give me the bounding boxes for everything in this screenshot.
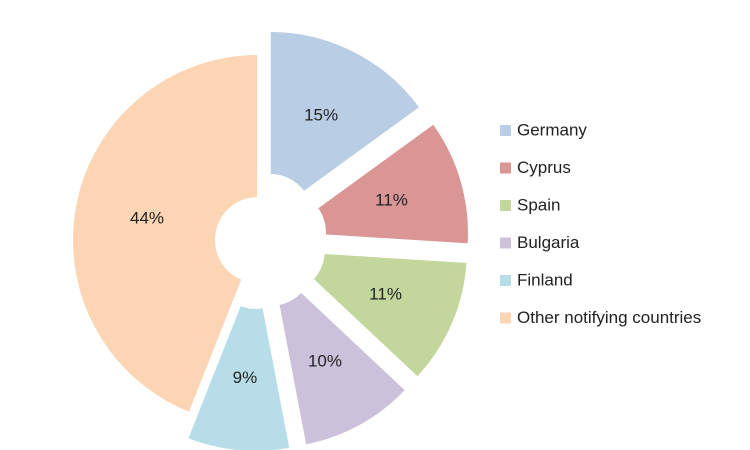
data-label: 9% [233, 368, 258, 387]
slice [311, 251, 469, 380]
legend-label: Finland [517, 270, 573, 289]
legend-swatch [500, 237, 511, 249]
slice [315, 122, 470, 246]
data-label: 11% [369, 285, 402, 304]
legend-swatch [500, 275, 511, 286]
legend-label: Bulgaria [517, 233, 580, 252]
legend-swatch [500, 312, 511, 324]
legend-label: Germany [517, 120, 587, 139]
data-label: 10% [308, 351, 342, 370]
legend-swatch [500, 162, 511, 174]
slice [277, 290, 408, 447]
data-label: 44% [130, 208, 164, 227]
legend-swatch [500, 125, 511, 136]
slice [268, 29, 422, 194]
legend-swatch [500, 200, 511, 211]
slice [185, 303, 292, 450]
legend-label: Spain [517, 195, 560, 214]
legend-label: Cyprus [517, 158, 571, 177]
legend-label: Other notifying countries [517, 308, 701, 327]
data-label: 11% [375, 191, 408, 210]
slice [71, 52, 259, 415]
data-label: 15% [304, 106, 338, 125]
